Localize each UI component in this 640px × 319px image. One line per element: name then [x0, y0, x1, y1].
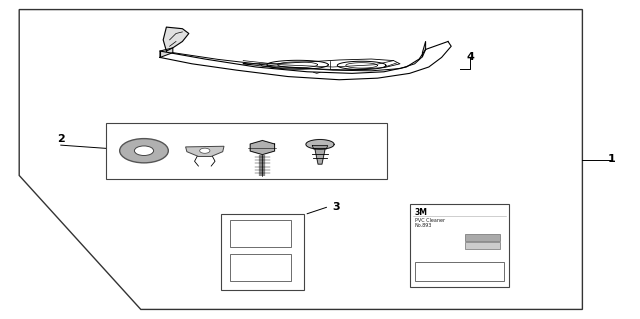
- Circle shape: [120, 138, 168, 163]
- Text: 3M: 3M: [415, 208, 428, 217]
- Polygon shape: [422, 41, 426, 57]
- Text: 1: 1: [607, 154, 615, 165]
- Text: 3: 3: [332, 202, 340, 212]
- Bar: [221, 214, 304, 290]
- Text: 2: 2: [57, 134, 65, 144]
- Bar: [106, 123, 387, 179]
- Bar: [465, 242, 500, 249]
- Circle shape: [134, 146, 154, 156]
- Polygon shape: [19, 10, 582, 309]
- Bar: [230, 254, 291, 281]
- Polygon shape: [312, 145, 328, 149]
- Polygon shape: [250, 140, 275, 155]
- Polygon shape: [315, 149, 325, 164]
- Polygon shape: [186, 146, 224, 157]
- Bar: [415, 262, 504, 281]
- Bar: [230, 220, 291, 247]
- Text: PVC Cleaner: PVC Cleaner: [415, 218, 445, 223]
- Polygon shape: [163, 27, 189, 51]
- Text: 4: 4: [467, 52, 474, 63]
- Polygon shape: [160, 48, 173, 57]
- Text: No.893: No.893: [415, 223, 432, 228]
- Circle shape: [200, 148, 210, 153]
- Bar: [465, 234, 500, 241]
- Polygon shape: [306, 140, 334, 149]
- Bar: [410, 204, 509, 287]
